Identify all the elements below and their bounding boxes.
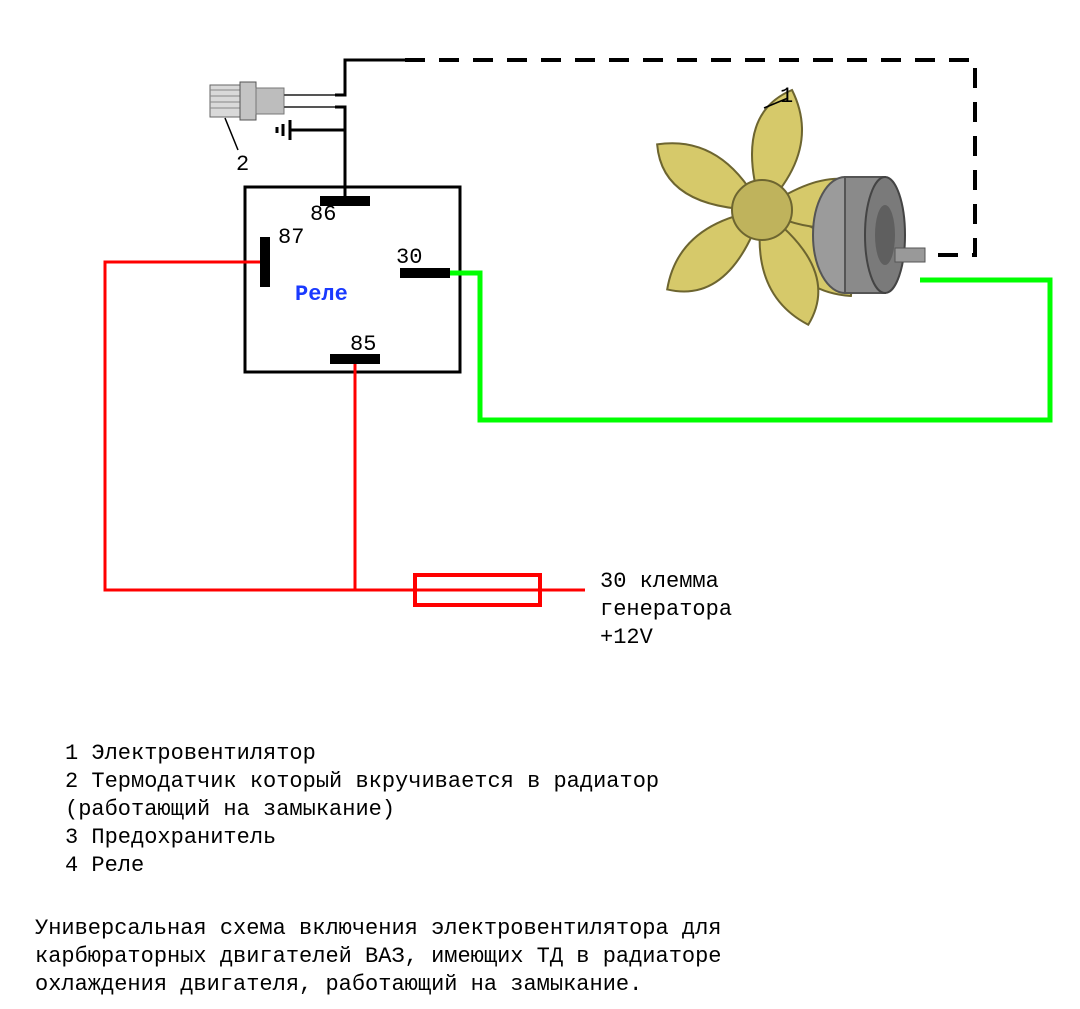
pin86-label: 86 [310,202,336,227]
pin30-label: 30 [396,245,422,270]
fan-icon [645,90,925,331]
fan-callout: 1 [780,84,793,109]
terminal-line2: генератора [600,597,732,622]
wire-green [450,273,1050,420]
pin87-label: 87 [278,225,304,250]
legend-block: 1 Электровентилятор 2 Термодатчик которы… [65,740,659,880]
terminal-line3: +12V [600,625,654,650]
ground-symbol [277,120,290,140]
relay-label: Реле [295,282,348,307]
thermosensor-icon [210,82,335,150]
pin85-label: 85 [350,332,376,357]
thermosensor-callout: 2 [236,152,249,177]
footer-block: Универсальная схема включения электровен… [35,915,722,999]
wire-black-solid [290,60,405,196]
wiring-diagram: 86 87 30 85 Реле 1 2 30 клемма генератор… [0,0,1080,700]
wire-red [105,262,585,590]
terminal-line1: 30 клемма [600,569,719,594]
